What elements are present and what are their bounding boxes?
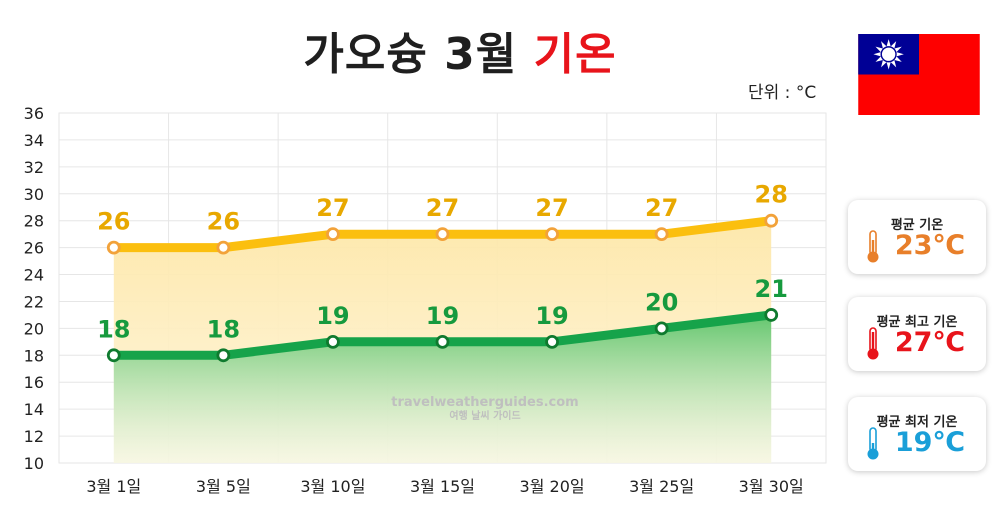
x-tick-label: 3월 30일 <box>739 477 804 496</box>
y-tick-label: 36 <box>24 104 44 123</box>
data-label: 27 <box>316 194 349 222</box>
card-value: 27℃ <box>894 327 966 358</box>
x-tick-label: 3월 10일 <box>300 477 365 496</box>
card-avg-temp: 평균 기온 23℃ <box>848 200 986 274</box>
data-label: 28 <box>755 181 788 209</box>
unit-label: 단위 : °C <box>748 83 817 103</box>
x-tick-label: 3월 1일 <box>86 477 141 496</box>
data-point <box>435 334 450 349</box>
y-tick-label: 20 <box>24 319 44 338</box>
thermometer-icon <box>867 427 879 460</box>
y-tick-label: 12 <box>24 427 44 446</box>
y-tick-label: 28 <box>24 212 44 231</box>
data-label: 26 <box>97 208 130 236</box>
data-point <box>106 348 121 363</box>
y-tick-label: 24 <box>24 266 44 285</box>
y-tick-label: 18 <box>24 346 44 365</box>
y-tick-label: 14 <box>24 400 44 419</box>
data-point <box>216 240 231 255</box>
watermark: travelweatherguides.com 여행 날씨 가이드 <box>0 396 970 424</box>
watermark-line2: 여행 날씨 가이드 <box>449 411 521 422</box>
card-label: 평균 기온 <box>890 218 944 233</box>
card-value: 19℃ <box>894 427 966 458</box>
x-tick-label: 3월 25일 <box>629 477 694 496</box>
chart-title: 가오슝 3월 기온 <box>0 18 920 82</box>
y-tick-label: 26 <box>24 239 44 258</box>
y-tick-label: 34 <box>24 131 44 150</box>
data-point <box>326 227 340 242</box>
card-label: 평균 최고 기온 <box>876 315 958 330</box>
title-main: 가오슝 3월 <box>303 29 518 80</box>
data-point <box>545 334 559 349</box>
data-point <box>435 227 450 242</box>
data-label: 18 <box>207 315 240 343</box>
data-label: 18 <box>97 315 130 343</box>
data-label: 20 <box>645 288 678 316</box>
y-tick-label: 32 <box>24 158 44 177</box>
data-point <box>326 334 340 349</box>
thermometer-icon <box>867 230 879 263</box>
card-avg-high: 평균 최고 기온 27℃ <box>848 297 986 371</box>
y-tick-label: 16 <box>24 373 44 392</box>
data-point <box>545 227 559 242</box>
data-point <box>654 227 669 242</box>
data-point <box>106 240 121 255</box>
data-point <box>216 348 231 363</box>
title-accent: 기온 <box>533 29 617 80</box>
y-tick-label: 10 <box>24 454 44 473</box>
thermometer-icon <box>867 327 879 360</box>
y-tick-label: 22 <box>24 292 44 311</box>
data-label: 27 <box>535 194 568 222</box>
data-label: 21 <box>755 275 788 303</box>
x-tick-label: 3월 20일 <box>520 477 585 496</box>
data-label: 27 <box>426 194 459 222</box>
card-label: 평균 최저 기온 <box>876 415 958 430</box>
y-tick-label: 30 <box>24 185 44 204</box>
taiwan-flag <box>858 34 980 115</box>
data-label: 26 <box>207 208 240 236</box>
x-tick-label: 3월 5일 <box>196 477 251 496</box>
watermark-line1: travelweatherguides.com <box>391 395 579 410</box>
data-point <box>764 213 779 228</box>
data-label: 27 <box>645 194 678 222</box>
data-label: 19 <box>535 302 568 330</box>
data-point <box>654 321 669 336</box>
data-label: 19 <box>426 302 459 330</box>
card-value: 23℃ <box>894 230 966 261</box>
x-tick-label: 3월 15일 <box>410 477 475 496</box>
card-avg-low: 평균 최저 기온 19℃ <box>848 397 986 471</box>
data-label: 19 <box>316 302 349 330</box>
data-point <box>764 308 779 322</box>
